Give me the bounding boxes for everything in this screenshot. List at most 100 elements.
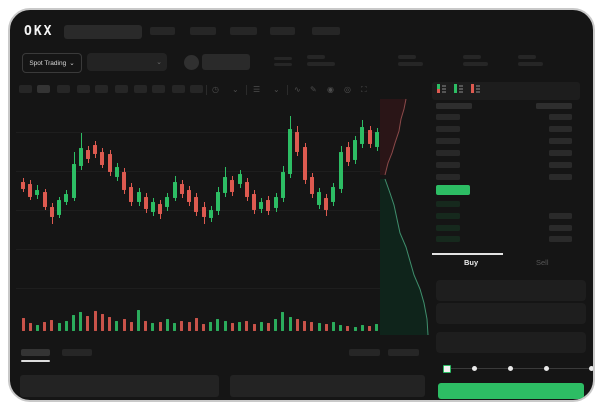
bid-price[interactable] (436, 236, 460, 242)
tab-buy[interactable]: Buy (464, 258, 479, 267)
timeframe-button[interactable] (172, 85, 185, 93)
timeframe-button[interactable] (77, 85, 90, 93)
book-bids-icon[interactable] (453, 83, 464, 94)
bottom-link[interactable] (388, 349, 419, 356)
bid-price[interactable] (436, 225, 460, 231)
timeframe-button[interactable] (134, 85, 147, 93)
candle[interactable] (295, 132, 300, 152)
candlestick-chart[interactable] (16, 97, 380, 337)
timeframe-button[interactable] (57, 85, 70, 93)
fullscreen-icon[interactable]: ⛶ (361, 85, 367, 94)
market-type-dropdown[interactable]: Spot Trading ⌄ (22, 53, 82, 73)
candle[interactable] (21, 182, 25, 189)
candle[interactable] (309, 177, 314, 194)
settings-icon[interactable]: ◎ (344, 85, 351, 94)
candle[interactable] (42, 192, 47, 207)
ask-price[interactable] (436, 138, 460, 144)
nav-item[interactable] (150, 27, 175, 35)
candle[interactable] (223, 177, 228, 193)
candle[interactable] (273, 197, 278, 208)
candle[interactable] (71, 164, 76, 198)
candle[interactable] (28, 184, 33, 197)
chevron-down-icon[interactable]: ⌄ (232, 85, 239, 94)
candle[interactable] (150, 202, 155, 212)
candle[interactable] (266, 200, 271, 211)
candle[interactable] (302, 147, 307, 180)
candle[interactable] (201, 207, 206, 217)
candle[interactable] (360, 127, 365, 144)
tab-sell[interactable]: Sell (536, 258, 549, 267)
candle[interactable] (252, 194, 257, 210)
order-input-field[interactable] (436, 280, 586, 301)
candle[interactable] (187, 190, 192, 202)
amount-slider[interactable] (443, 364, 593, 373)
candle[interactable] (259, 202, 264, 209)
ask-price[interactable] (436, 126, 460, 132)
bid-price[interactable] (436, 201, 460, 207)
line-chart-icon[interactable]: ∿ (294, 85, 301, 94)
candle[interactable] (331, 187, 336, 202)
candle[interactable] (100, 152, 105, 165)
timeframe-button[interactable] (37, 85, 50, 93)
candle[interactable] (129, 187, 134, 202)
candle[interactable] (57, 200, 62, 215)
last-price-bar[interactable] (436, 185, 470, 195)
candle[interactable] (114, 167, 119, 177)
nav-item[interactable] (312, 27, 340, 35)
timeframe-button[interactable] (95, 85, 108, 93)
candle[interactable] (324, 198, 329, 210)
candle[interactable] (122, 172, 127, 190)
candle[interactable] (208, 210, 213, 218)
timeframe-button[interactable] (152, 85, 165, 93)
candle[interactable] (237, 174, 242, 184)
candle[interactable] (143, 197, 148, 209)
header-action-button[interactable] (202, 54, 250, 70)
candle[interactable] (230, 180, 235, 192)
candle[interactable] (35, 190, 40, 195)
candle[interactable] (374, 132, 379, 147)
candle[interactable] (64, 194, 69, 202)
candle[interactable] (78, 148, 83, 166)
depth-chart[interactable] (380, 97, 432, 337)
candle[interactable] (172, 182, 177, 198)
ask-price[interactable] (436, 162, 460, 168)
search-input[interactable] (64, 25, 142, 39)
screenshot-icon[interactable]: ◉ (327, 85, 334, 94)
bid-price[interactable] (436, 213, 460, 219)
pair-selector-dropdown[interactable]: ⌄ (87, 53, 167, 71)
ask-price[interactable] (436, 114, 460, 120)
candle[interactable] (338, 152, 343, 189)
slider-stop-dot[interactable] (508, 366, 513, 371)
nav-item[interactable] (190, 27, 216, 35)
candle[interactable] (215, 192, 220, 211)
avatar[interactable] (184, 55, 199, 70)
candle[interactable] (107, 154, 112, 172)
slider-stop-dot[interactable] (544, 366, 549, 371)
slider-stop-dot[interactable] (472, 366, 477, 371)
candle[interactable] (280, 172, 285, 198)
candle[interactable] (158, 204, 163, 214)
slider-stop-dot[interactable] (589, 366, 593, 371)
slider-stop-square[interactable] (443, 364, 451, 373)
candle[interactable] (353, 140, 358, 160)
candle[interactable] (345, 147, 350, 162)
candle[interactable] (367, 130, 372, 144)
order-input-field[interactable] (436, 303, 586, 324)
draw-tool-icon[interactable]: ✎ (310, 85, 317, 94)
book-both-icon[interactable] (436, 83, 447, 94)
candle[interactable] (165, 197, 170, 207)
candle[interactable] (317, 192, 322, 205)
book-asks-icon[interactable] (470, 83, 481, 94)
ask-price[interactable] (436, 174, 460, 180)
ask-price[interactable] (436, 150, 460, 156)
candle[interactable] (136, 192, 141, 202)
bottom-tab[interactable] (62, 349, 92, 356)
buy-submit-button[interactable] (438, 383, 584, 399)
timeframe-button[interactable] (190, 85, 203, 93)
indicator-icon[interactable]: ☰ (253, 85, 261, 94)
candle[interactable] (93, 145, 98, 154)
candle[interactable] (49, 207, 54, 217)
candle[interactable] (179, 184, 184, 194)
interval-icon[interactable]: ◷ (212, 85, 219, 94)
bottom-tab[interactable] (21, 349, 50, 356)
